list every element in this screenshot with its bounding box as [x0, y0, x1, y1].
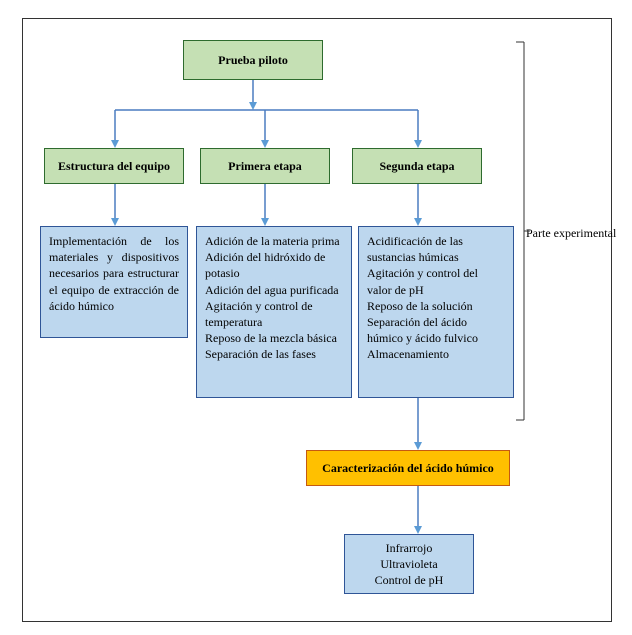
- side-label: Parte experimental: [526, 226, 616, 241]
- list-item: Almacenamiento: [367, 346, 505, 362]
- list-item: Acidificación de las sustancias húmicas: [367, 233, 505, 265]
- list-item: Adición del agua purificada: [205, 282, 343, 298]
- detail-primera: Adición de la materia primaAdición del h…: [196, 226, 352, 398]
- detail-segunda: Acidificación de las sustancias húmicasA…: [358, 226, 514, 398]
- header-primera: Primera etapa: [200, 148, 330, 184]
- h3-label: Segunda etapa: [379, 158, 454, 174]
- list-item: Separación de las fases: [205, 346, 343, 362]
- list-item: Agitación y control del valor de pH: [367, 265, 505, 297]
- caracterizacion-node: Caracterización del ácido húmico: [306, 450, 510, 486]
- detail-estructura: Implementación de los materiales y dispo…: [40, 226, 188, 338]
- list-item: Reposo de la mezcla básica: [205, 330, 343, 346]
- root-node: Prueba piloto: [183, 40, 323, 80]
- list-item: Control de pH: [353, 572, 465, 588]
- list-item: Agitación y control de temperatura: [205, 298, 343, 330]
- list-item: Reposo de la solución: [367, 298, 505, 314]
- root-label: Prueba piloto: [218, 52, 288, 68]
- list-item: Adición del hidróxido de potasio: [205, 249, 343, 281]
- h1-label: Estructura del equipo: [58, 158, 170, 174]
- header-segunda: Segunda etapa: [352, 148, 482, 184]
- list-item: Ultravioleta: [353, 556, 465, 572]
- header-estructura: Estructura del equipo: [44, 148, 184, 184]
- final-node: InfrarrojoUltravioletaControl de pH: [344, 534, 474, 594]
- h2-label: Primera etapa: [228, 158, 302, 174]
- list-item: Infrarrojo: [353, 540, 465, 556]
- char-label: Caracterización del ácido húmico: [322, 460, 494, 476]
- side-label-text: Parte experimental: [526, 226, 616, 240]
- list-item: Separación del ácido húmico y ácido fulv…: [367, 314, 505, 346]
- list-item: Adición de la materia prima: [205, 233, 343, 249]
